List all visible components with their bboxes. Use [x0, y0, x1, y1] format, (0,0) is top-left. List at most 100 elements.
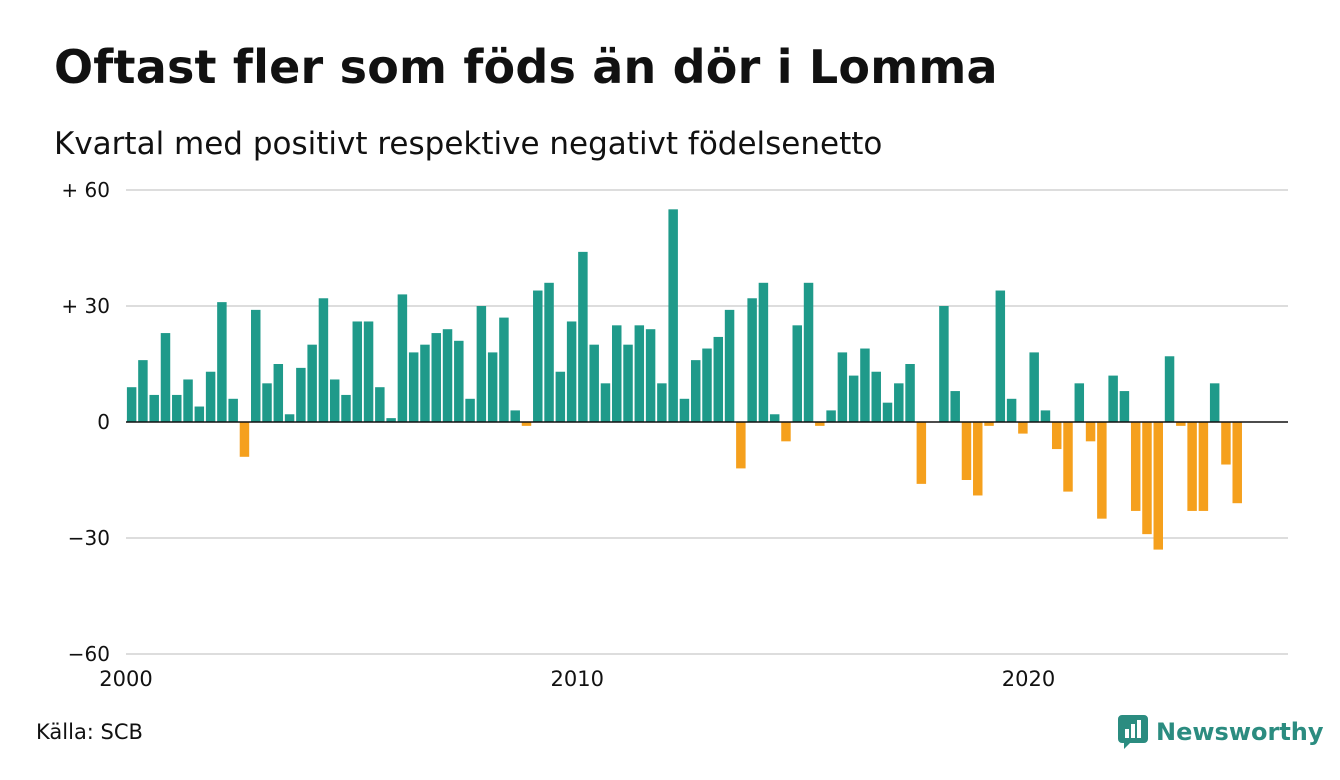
- bar: [792, 325, 802, 422]
- bar: [499, 317, 509, 422]
- bar: [973, 422, 983, 496]
- bar: [634, 325, 645, 422]
- bar: [284, 414, 295, 422]
- bar: [138, 360, 148, 422]
- bar: [160, 333, 171, 422]
- bar: [837, 352, 848, 422]
- bar: [262, 383, 272, 422]
- bar: [1018, 422, 1028, 434]
- bar: [521, 422, 532, 426]
- bar: [172, 394, 182, 422]
- bar: [826, 410, 836, 422]
- x-tick-label: 2020: [1002, 667, 1055, 691]
- bar: [848, 375, 859, 422]
- bar: [1006, 398, 1017, 422]
- bar-chart: + 60 + 30 0 −30 −60 2000 2010 2020: [61, 178, 1288, 691]
- bar: [950, 391, 960, 422]
- y-tick-label: −30: [68, 526, 110, 550]
- bar: [578, 251, 588, 422]
- bar: [657, 383, 667, 422]
- chart-title: Oftast fler som föds än dör i Lomma: [54, 40, 998, 94]
- bar: [296, 367, 306, 422]
- bar: [408, 352, 419, 422]
- bar: [939, 306, 949, 422]
- bar: [1051, 422, 1062, 450]
- source-note: Källa: SCB: [36, 720, 143, 744]
- bar: [1232, 422, 1242, 504]
- bar: [341, 394, 351, 422]
- bar: [623, 344, 633, 422]
- bar: [905, 364, 915, 422]
- bar: [1119, 391, 1130, 422]
- bar: [476, 306, 487, 422]
- x-tick-label: 2010: [551, 667, 604, 691]
- bar: [397, 294, 408, 422]
- bar: [533, 290, 543, 422]
- bar: [510, 410, 520, 422]
- bar: [1040, 410, 1051, 422]
- y-tick-label: 0: [97, 410, 110, 434]
- bar: [758, 282, 769, 422]
- bar: [307, 344, 317, 422]
- bar: [612, 325, 622, 422]
- bar: [724, 309, 735, 422]
- y-tick-label: + 60: [61, 178, 110, 202]
- y-tick-label: + 30: [61, 294, 110, 318]
- bar: [454, 340, 464, 422]
- bar: [860, 348, 870, 422]
- gridlines: [126, 189, 1288, 655]
- bar: [239, 422, 250, 457]
- bar: [882, 402, 893, 422]
- bar: [916, 422, 927, 484]
- bar: [251, 309, 261, 422]
- bar: [329, 379, 340, 422]
- bar: [555, 371, 566, 422]
- x-axis-labels: 2000 2010 2020: [99, 667, 1055, 691]
- brand: Newsworthy: [1118, 714, 1324, 750]
- bar: [679, 398, 690, 422]
- bar: [1108, 375, 1118, 422]
- bar: [995, 290, 1006, 422]
- bar: [1176, 422, 1186, 426]
- bar: [1142, 422, 1152, 535]
- bar: [205, 371, 216, 422]
- newsworthy-logo-icon: [1118, 715, 1148, 749]
- bar: [984, 422, 994, 426]
- bar: [442, 329, 453, 422]
- bar: [375, 387, 385, 422]
- bar: [736, 422, 746, 469]
- bar: [702, 348, 712, 422]
- brand-name: Newsworthy: [1156, 718, 1324, 746]
- y-tick-label: −60: [68, 642, 110, 666]
- x-tick-label: 2000: [99, 667, 152, 691]
- y-axis-labels: + 60 + 30 0 −30 −60: [61, 178, 110, 666]
- bar: [803, 282, 814, 422]
- bar: [894, 383, 904, 422]
- chart-subtitle: Kvartal med positivt respektive negativt…: [54, 126, 883, 162]
- bar: [1221, 422, 1231, 465]
- bar: [1063, 422, 1073, 492]
- bar: [713, 336, 724, 422]
- bar: [645, 329, 656, 422]
- bar: [363, 321, 374, 422]
- bar: [352, 321, 363, 422]
- bars: [126, 209, 1242, 550]
- bar: [781, 422, 791, 442]
- bar: [1097, 422, 1107, 519]
- bar: [228, 398, 238, 422]
- bar: [431, 333, 441, 422]
- bar: [1029, 352, 1039, 422]
- bar: [126, 387, 137, 422]
- bar: [747, 298, 757, 422]
- bar: [589, 344, 599, 422]
- bar: [318, 298, 329, 422]
- bar: [194, 406, 205, 422]
- bar: [1187, 422, 1197, 511]
- bar: [149, 394, 159, 422]
- bar: [871, 371, 881, 422]
- bar: [668, 209, 678, 422]
- bar: [544, 282, 554, 422]
- bar: [769, 414, 780, 422]
- bar: [386, 418, 396, 422]
- bar: [1074, 383, 1085, 422]
